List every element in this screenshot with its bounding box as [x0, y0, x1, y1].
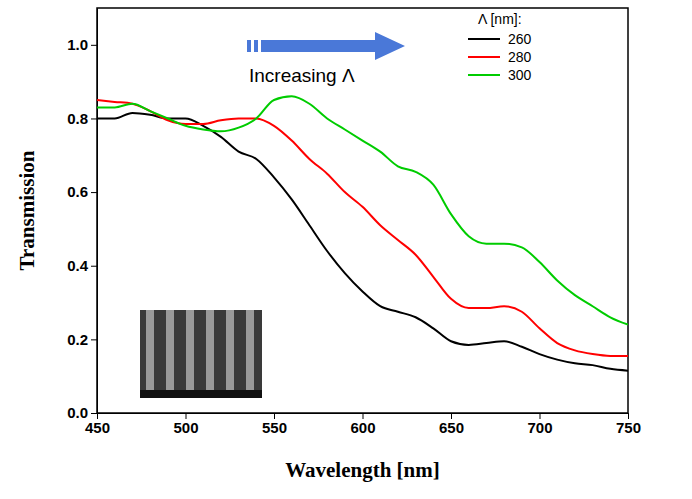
y-tick-label: 0.8 [67, 110, 88, 127]
y-tick-mark [91, 413, 97, 414]
inset-stripe [246, 310, 254, 390]
series-line [97, 96, 628, 324]
inset-stripe [146, 310, 154, 390]
legend-swatch [468, 74, 500, 76]
annotation-text: Increasing Λ [249, 65, 355, 86]
legend-label: 280 [508, 49, 532, 65]
x-tick: 650 [439, 413, 464, 436]
x-tick-label: 600 [350, 419, 375, 436]
chart: 0.00.20.40.60.81.0450500550600650700750Λ… [0, 0, 692, 499]
y-tick-label: 0.6 [67, 183, 88, 200]
x-tick-label: 700 [527, 419, 552, 436]
inset-stripe [186, 310, 194, 390]
x-tick-label: 450 [85, 419, 110, 436]
inset-stripe [166, 310, 174, 390]
series-line [97, 100, 628, 356]
plot-frame [97, 8, 628, 413]
y-tick-label: 1.0 [67, 36, 88, 53]
y-tick: 0.8 [67, 110, 97, 127]
legend-swatch [468, 56, 500, 58]
x-axis: 450 500 550 600 650 700 750 [85, 413, 641, 436]
y-tick: 0.4 [67, 257, 97, 274]
inset-stripe [206, 310, 214, 390]
y-tick-mark [91, 45, 97, 46]
x-tick-label: 550 [262, 419, 287, 436]
inset-stripe [226, 310, 234, 390]
x-tick: 750 [616, 413, 641, 436]
inset-bar [140, 390, 262, 398]
y-tick-mark [91, 339, 97, 340]
arrow-dash [247, 40, 251, 52]
annotation: Increasing Λ [247, 32, 405, 86]
x-tick: 500 [173, 413, 198, 436]
x-tick-label: 650 [439, 419, 464, 436]
inset-background [140, 310, 262, 398]
legend-label: 260 [508, 31, 532, 47]
y-tick-mark [91, 118, 97, 119]
y-axis: 0.00.20.40.60.81.0 [67, 9, 97, 422]
series-line [97, 113, 628, 371]
x-tick: 550 [262, 413, 287, 436]
y-tick-mark [91, 266, 97, 267]
y-axis-line [97, 9, 98, 414]
x-tick: 600 [350, 413, 375, 436]
arrow [261, 32, 405, 60]
x-tick: 700 [527, 413, 552, 436]
x-tick: 450 [85, 413, 110, 436]
plot: 0.00.20.40.60.81.0450500550600650700750Λ… [67, 8, 641, 436]
y-tick-label: 0.4 [67, 257, 89, 274]
legend-title: Λ [nm]: [478, 11, 522, 27]
y-tick-label: 0.2 [67, 331, 88, 348]
y-tick: 1.0 [67, 36, 97, 53]
y-axis-title: Transmission [15, 150, 39, 270]
x-axis-title: Wavelength [nm] [285, 458, 440, 482]
legend-label: 300 [508, 67, 532, 83]
y-tick-mark [91, 192, 97, 193]
y-tick: 0.6 [67, 183, 97, 200]
lines [97, 96, 628, 370]
x-tick-label: 750 [616, 419, 641, 436]
legend-swatch [468, 38, 500, 40]
legend: Λ [nm]: 260 280 300 [468, 11, 532, 83]
inset-image [140, 310, 262, 398]
x-tick-label: 500 [173, 419, 198, 436]
arrow-dash [254, 40, 258, 52]
y-tick: 0.2 [67, 331, 97, 348]
